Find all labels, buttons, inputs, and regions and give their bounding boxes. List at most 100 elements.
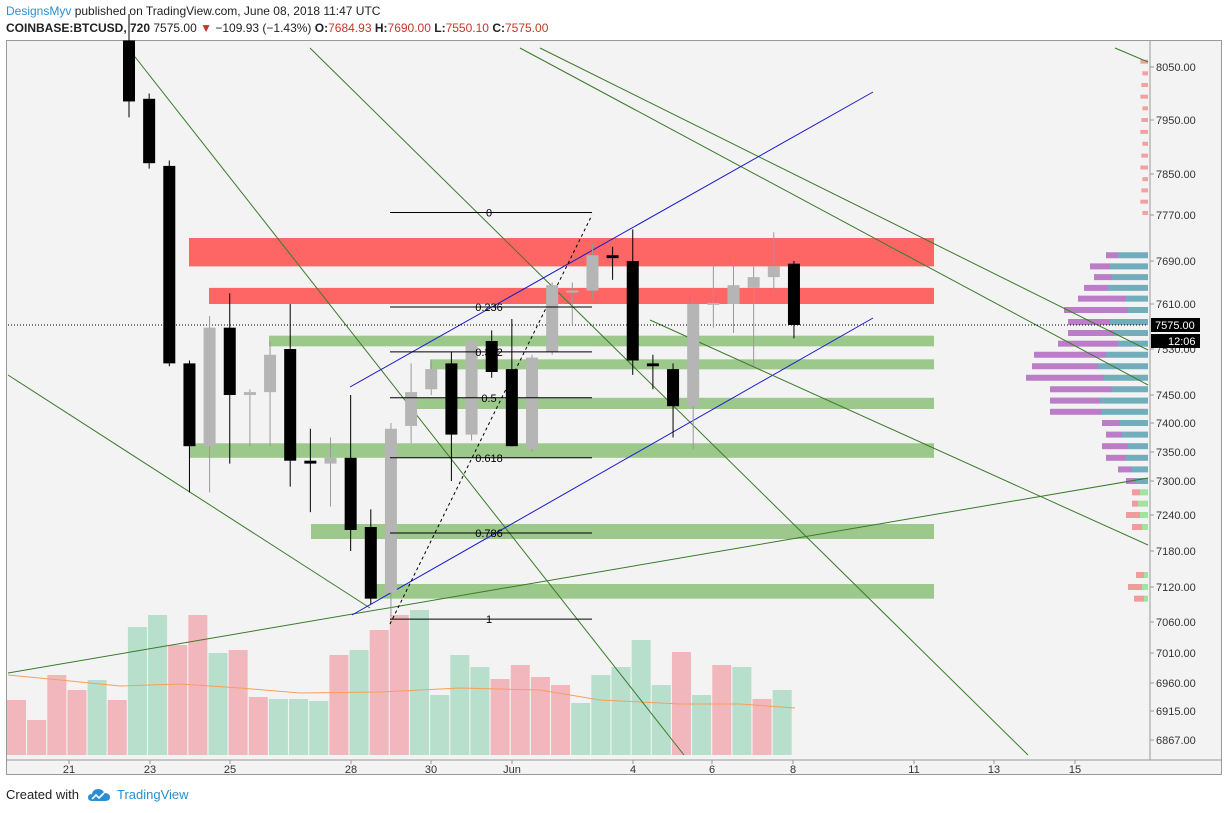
candles-layer	[123, 14, 800, 617]
open-label: O:	[314, 21, 329, 35]
price-tick-label: 7010.00	[1156, 648, 1196, 660]
vp-up-bar	[1122, 431, 1148, 438]
time-tick-label: 25	[224, 764, 236, 776]
vp-up-bar	[1128, 443, 1148, 450]
vp-down-bar	[1050, 397, 1100, 404]
support-zone	[189, 443, 934, 458]
time-tick-label: 23	[144, 764, 156, 776]
vp-top-bar	[1140, 165, 1148, 170]
publish-info: DesignsMyv published on TradingView.com,…	[6, 4, 380, 18]
vp-top-bar	[1142, 141, 1148, 146]
vp-down-bar	[1102, 443, 1128, 450]
trend-line	[349, 91, 874, 388]
ohlc-legend: COINBASE:BTCUSD, 720 7575.00 ▼ −109.93 (…	[6, 21, 548, 35]
candle-body	[707, 302, 720, 305]
volume-ma-line	[7, 674, 796, 709]
vp-up-bar	[1126, 454, 1148, 461]
vp-down-bar	[1106, 252, 1118, 259]
price-tick-label: 7400.00	[1156, 418, 1196, 430]
time-tick-label: 30	[425, 764, 437, 776]
price-tick-label: 8050.00	[1156, 62, 1196, 74]
candle-body	[566, 290, 579, 293]
vp-down-bar	[1090, 263, 1110, 270]
price-tick-label: 7240.00	[1156, 510, 1196, 522]
time-tick-label: Jun	[503, 764, 521, 776]
volume-bar	[490, 679, 510, 755]
tradingview-cloud-icon	[87, 788, 110, 801]
vp-down-bar	[1058, 340, 1118, 347]
candle-body	[264, 354, 277, 393]
volume-bar	[510, 665, 530, 755]
vp-down-bar	[1128, 584, 1142, 590]
trend-line	[519, 47, 1149, 386]
vp-up-bar	[1126, 295, 1148, 302]
publish-text: published on TradingView.com, June 08, 2…	[74, 4, 381, 18]
price-tick-label: 6915.00	[1156, 706, 1196, 718]
vp-up-bar	[1104, 374, 1148, 381]
vp-up-bar	[1144, 595, 1148, 602]
time-tick-label: 6	[709, 764, 715, 776]
candle-body	[526, 357, 538, 450]
tradingview-link[interactable]: TradingView	[116, 787, 189, 802]
volume-bar	[611, 667, 631, 755]
vp-up-bar	[1110, 319, 1148, 325]
vp-down-bar	[1078, 295, 1126, 302]
vp-top-bar	[1140, 129, 1148, 134]
vp-down-bar	[1064, 307, 1128, 313]
vp-up-bar	[1140, 512, 1148, 518]
high-label: H:	[374, 21, 388, 35]
vp-up-bar	[1108, 284, 1148, 291]
vp-up-bar	[1136, 478, 1148, 484]
volume-bar	[27, 720, 47, 755]
vp-down-bar	[1094, 274, 1112, 281]
candle-body	[787, 263, 800, 325]
candle-body	[727, 285, 740, 304]
vp-top-bar	[1140, 199, 1148, 204]
support-zone	[430, 359, 934, 370]
time-tick-label: 11	[908, 764, 919, 776]
price-tick-label: 7060.00	[1156, 617, 1196, 629]
vp-top-bar	[1141, 118, 1148, 122]
fib-level-label: 0.5	[481, 393, 496, 405]
resistance-zone	[189, 238, 934, 267]
vp-down-bar	[1126, 512, 1140, 518]
time-tick-label: 15	[1069, 764, 1081, 776]
volume-bar	[208, 653, 228, 755]
candle-body	[687, 304, 700, 407]
vp-up-bar	[1142, 524, 1148, 530]
price-tick-label: 7350.00	[1156, 447, 1196, 459]
author-link[interactable]: DesignsMyv	[6, 4, 72, 18]
vp-top-bar	[1141, 153, 1148, 158]
vp-top-bar	[1142, 106, 1148, 111]
candle-body	[465, 341, 478, 435]
volume-bar	[309, 701, 329, 755]
trend-line	[649, 319, 1149, 546]
vp-top-bar	[1141, 83, 1148, 88]
candle-body	[304, 460, 317, 464]
price-tick-label: 7770.00	[1156, 210, 1196, 222]
vp-up-bar	[1110, 263, 1148, 270]
volume-bar	[107, 700, 127, 755]
volume-bar	[712, 665, 732, 755]
fib-dashed-line	[389, 214, 593, 625]
candle-body	[123, 40, 135, 102]
candle-body	[626, 261, 639, 361]
vp-top-bar	[1140, 59, 1148, 64]
vp-up-bar	[1144, 572, 1148, 578]
axis-layer: 8050.00 7950.00 7850.00 7770.00 7690.00 7610.…	[7, 41, 1221, 776]
vp-down-bar	[1136, 572, 1144, 578]
volume-bar	[410, 610, 429, 755]
time-tick-label: 4	[630, 764, 636, 776]
volume-bar	[591, 675, 611, 755]
candle-body	[223, 327, 236, 395]
candle-body	[364, 527, 377, 599]
trend-line	[351, 317, 874, 616]
vp-up-bar	[1114, 330, 1148, 336]
vp-down-bar	[1132, 524, 1142, 530]
volume-bar	[87, 680, 107, 755]
volume-bar	[67, 690, 87, 755]
last-price: 7575.00	[153, 21, 197, 35]
vp-up-bar	[1118, 252, 1148, 259]
low-value: 7550.10	[445, 21, 489, 35]
